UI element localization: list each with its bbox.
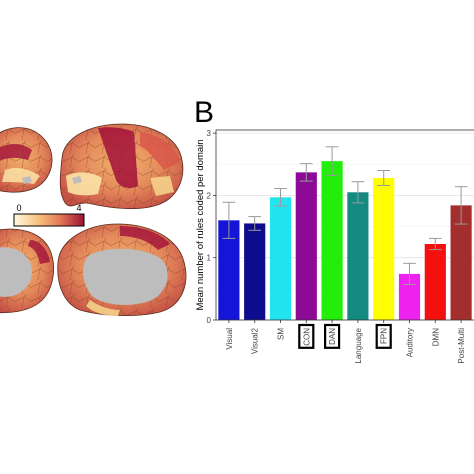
plot-border <box>215 129 474 321</box>
x-tick-label-dan: DAN <box>328 328 337 345</box>
x-tick-label-dmn: DMN <box>431 328 440 346</box>
y-axis-title: Mean number of rules coded per domain <box>195 139 206 310</box>
bar-dmn <box>424 244 446 320</box>
colorbar-gradient <box>13 213 85 227</box>
bar-dan <box>321 161 343 320</box>
brain-lateral-right <box>59 123 184 210</box>
bar-sm <box>269 197 292 320</box>
category-highlight-box <box>375 323 392 349</box>
panel-letter-b: B <box>194 96 214 129</box>
brain-panel: 0 4 <box>0 123 187 317</box>
x-tick-label-fpn: FPN <box>380 328 389 344</box>
y-tick-label: 0 <box>207 316 212 325</box>
y-tick-label: 2 <box>207 191 212 200</box>
brain-lateral-left <box>0 127 53 193</box>
y-tick-label: 1 <box>207 254 212 263</box>
category-highlight-box <box>298 323 315 349</box>
brain-medial-left <box>0 228 54 314</box>
colorbar-min-label: 0 <box>16 203 21 213</box>
bar-visual <box>218 220 240 320</box>
brain-medial-right <box>57 223 187 317</box>
category-highlight-box <box>324 323 341 349</box>
x-tick-label-sm: SM <box>277 328 286 340</box>
x-tick-label-post-multi: Post-Multi <box>457 328 466 364</box>
x-tick-label-auditory: Auditory <box>406 328 415 357</box>
colorbar-max-label: 4 <box>76 203 81 213</box>
bar-fpn <box>373 177 395 320</box>
y-tick-label: 3 <box>207 129 212 138</box>
bar-visual2 <box>244 223 266 320</box>
x-tick-label-visual: Visual <box>225 328 234 350</box>
bar-auditory <box>398 273 421 320</box>
bar-language <box>347 192 369 320</box>
x-tick-label-visual2: Visual2 <box>251 327 260 354</box>
x-tick-label-con: CON <box>302 328 311 346</box>
x-tick-label-language: Language <box>354 327 363 363</box>
colorbar: 0 4 <box>13 203 85 227</box>
bar-post-multi <box>450 205 472 320</box>
bar-con <box>295 172 317 320</box>
